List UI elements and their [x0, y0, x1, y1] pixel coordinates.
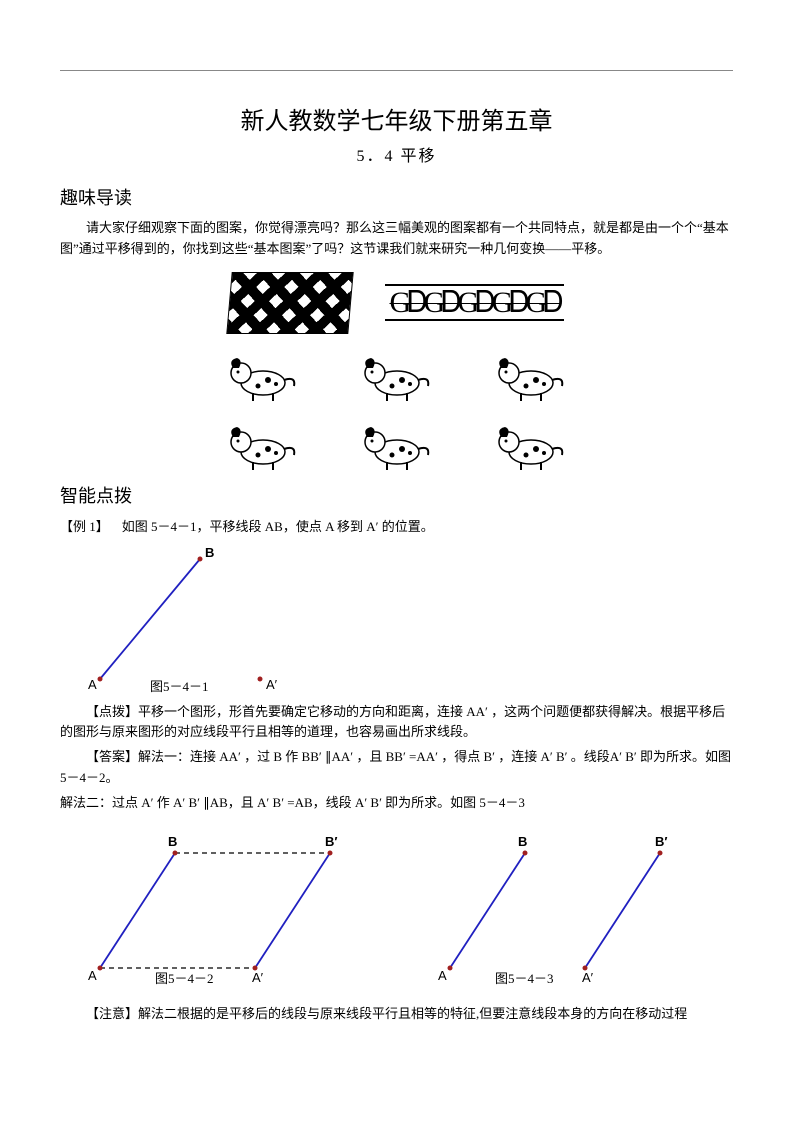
page: 新人教数学七年级下册第五章 5．4 平移 趣味导读 请大家仔细观察下面的图案，你…: [0, 0, 793, 1122]
point-Aprime-label: A′: [266, 677, 278, 692]
point-B-label: B: [168, 834, 177, 849]
daan-text-1: 解法一：连接 AA′ ，过 B 作 BB′ ∥AA′ ，且 BB′ =AA′ ，…: [60, 749, 731, 785]
point-Aprime-label: A′: [252, 970, 264, 985]
point-A-label: A: [88, 677, 97, 692]
dianbo-text: 平移一个图形，形首先要确定它移动的方向和距离，连接 AA′ ，这两个问题便都获得…: [60, 704, 725, 740]
figure-caption: 图5－4－2: [155, 971, 214, 986]
pattern-row: GᎠGᎠGᎠGᎠGᎠ: [60, 272, 733, 334]
section-heading-examples: 智能点拨: [60, 482, 733, 508]
bottom-figures-row: A B A′ B′ 图5－4－2 A B A′ B′ 图5－4－3: [60, 824, 733, 996]
point-A-label: A: [88, 968, 97, 983]
figure-caption: 图5－4－3: [495, 971, 554, 986]
figure-5-4-2: A B A′ B′ 图5－4－2: [60, 828, 380, 988]
intro-paragraph: 请大家仔细观察下面的图案，你觉得漂亮吗？那么这三幅美观的图案都有一个共同特点，就…: [60, 218, 733, 260]
page-title: 新人教数学七年级下册第五章: [60, 101, 733, 136]
page-subtitle: 5．4 平移: [60, 142, 733, 166]
example-1-label: 【例 1】: [60, 519, 109, 534]
dog-icon: [486, 417, 576, 472]
example-1-text: 如图 5－4－1，平移线段 AB，使点 A 移到 A′ 的位置。: [122, 519, 434, 534]
gg-pattern-icon: GᎠGᎠGᎠGᎠGᎠ: [385, 284, 563, 321]
checker-pattern-icon: [227, 272, 354, 334]
daan-paragraph-2: 解法二：过点 A′ 作 A′ B′ ∥AB，且 A′ B′ =AB，线段 A′ …: [60, 793, 733, 814]
point-A-label: A: [438, 968, 447, 983]
dianbo-paragraph: 【点拨】平移一个图形，形首先要确定它移动的方向和距离，连接 AA′ ，这两个问题…: [60, 702, 733, 744]
daan-label: 【答案】: [86, 749, 138, 764]
dog-row-1: [60, 348, 733, 403]
example-1: 【例 1】 如图 5－4－1，平移线段 AB，使点 A 移到 A′ 的位置。: [60, 516, 733, 535]
figure-5-4-3: A B A′ B′ 图5－4－3: [410, 828, 710, 988]
zhuyi-label: 【注意】: [86, 1006, 138, 1021]
figure-caption: 图5－4－1: [150, 679, 209, 694]
dog-row-2: [60, 417, 733, 472]
figure-5-4-1: A B A′ 图5－4－1: [60, 539, 733, 694]
zhuyi-text: 解法二根据的是平移后的线段与原来线段平行且相等的特征,但要注意线段本身的方向在移…: [138, 1006, 687, 1021]
section-heading-intro: 趣味导读: [60, 184, 733, 210]
point-Aprime-label: A′: [582, 970, 594, 985]
daan-paragraph-1: 【答案】解法一：连接 AA′ ，过 B 作 BB′ ∥AA′ ，且 BB′ =A…: [60, 747, 733, 789]
point-B-label: B: [518, 834, 527, 849]
dog-icon: [352, 417, 442, 472]
zhuyi-paragraph: 【注意】解法二根据的是平移后的线段与原来线段平行且相等的特征,但要注意线段本身的…: [60, 1004, 733, 1025]
dianbo-label: 【点拨】: [86, 704, 138, 719]
point-Bprime-label: B′: [325, 834, 338, 849]
dog-icon: [486, 348, 576, 403]
point-B-label: B: [205, 545, 214, 560]
point-Bprime-label: B′: [655, 834, 668, 849]
top-rule: [60, 70, 733, 71]
dog-icon: [218, 417, 308, 472]
dog-icon: [218, 348, 308, 403]
dog-icon: [352, 348, 442, 403]
